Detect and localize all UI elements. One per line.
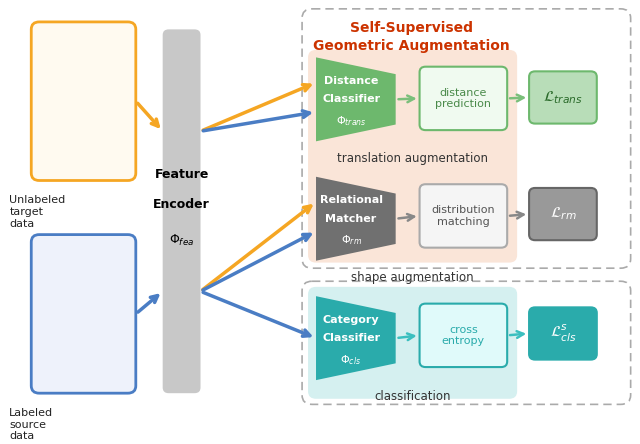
FancyBboxPatch shape	[529, 307, 596, 360]
Text: distribution
matching: distribution matching	[431, 205, 495, 227]
Text: shape augmentation: shape augmentation	[351, 271, 474, 284]
Text: Relational: Relational	[319, 195, 383, 205]
Text: Unlabeled
target
data: Unlabeled target data	[10, 195, 66, 229]
Text: classification: classification	[374, 390, 451, 404]
Text: distance
prediction: distance prediction	[435, 87, 492, 109]
Polygon shape	[316, 57, 396, 141]
Text: Labeled
source
data: Labeled source data	[10, 408, 54, 441]
FancyBboxPatch shape	[529, 71, 596, 123]
Text: Category: Category	[323, 315, 380, 325]
FancyBboxPatch shape	[420, 184, 507, 248]
Polygon shape	[316, 177, 396, 261]
Text: Encoder: Encoder	[153, 198, 210, 210]
Text: $\Phi_{fea}$: $\Phi_{fea}$	[169, 233, 194, 248]
Text: Feature: Feature	[154, 168, 209, 182]
FancyBboxPatch shape	[163, 29, 200, 393]
Text: $\Phi_{trans}$: $\Phi_{trans}$	[336, 114, 367, 128]
FancyBboxPatch shape	[308, 287, 517, 399]
Text: Classifier: Classifier	[322, 94, 380, 104]
Text: Distance: Distance	[324, 76, 378, 86]
Text: cross
entropy: cross entropy	[442, 325, 485, 346]
Text: Classifier: Classifier	[322, 333, 380, 343]
Text: translation augmentation: translation augmentation	[337, 151, 488, 165]
FancyBboxPatch shape	[420, 67, 507, 130]
FancyBboxPatch shape	[308, 50, 517, 262]
FancyBboxPatch shape	[31, 22, 136, 181]
Text: Self-Supervised
Geometric Augmentation: Self-Supervised Geometric Augmentation	[313, 20, 510, 53]
FancyBboxPatch shape	[529, 188, 596, 240]
Text: $\mathcal{L}_{trans}$: $\mathcal{L}_{trans}$	[543, 89, 583, 106]
Text: $\mathcal{L}_{cls}^{s}$: $\mathcal{L}_{cls}^{s}$	[550, 323, 577, 344]
Text: $\Phi_{rm}$: $\Phi_{rm}$	[340, 234, 362, 247]
FancyBboxPatch shape	[420, 304, 507, 367]
Text: $\mathcal{L}_{rm}$: $\mathcal{L}_{rm}$	[550, 206, 576, 222]
FancyBboxPatch shape	[31, 234, 136, 393]
Text: Matcher: Matcher	[325, 214, 377, 224]
Text: $\Phi_{cls}$: $\Phi_{cls}$	[340, 353, 362, 367]
Polygon shape	[316, 296, 396, 380]
